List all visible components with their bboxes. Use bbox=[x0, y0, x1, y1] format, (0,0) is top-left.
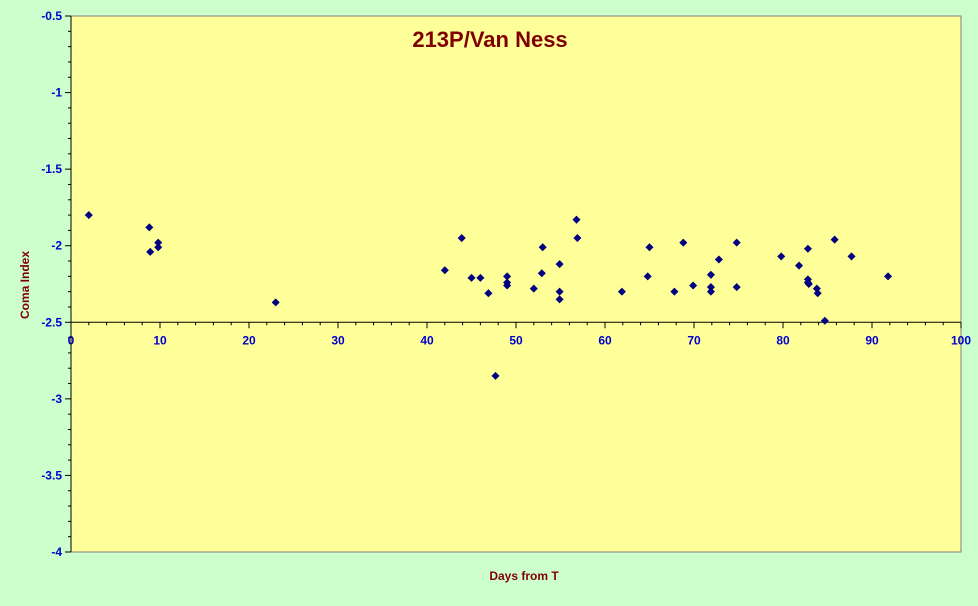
data-point bbox=[154, 243, 163, 252]
data-point bbox=[732, 283, 741, 292]
data-point bbox=[804, 279, 813, 289]
data-point bbox=[714, 255, 723, 264]
data-point bbox=[555, 260, 564, 269]
data-point bbox=[732, 238, 741, 247]
data-point bbox=[572, 215, 581, 224]
data-point bbox=[476, 273, 485, 282]
data-point bbox=[146, 247, 155, 256]
x-tick-label: 40 bbox=[420, 333, 434, 347]
chart-title: 213P/Van Ness bbox=[412, 27, 567, 52]
y-axis-ticks: -0.5 -1 -1.5 -2 -2.5 -3 -3.5 -4 bbox=[41, 9, 71, 559]
data-point bbox=[645, 243, 654, 252]
x-tick-label: 70 bbox=[687, 333, 701, 347]
data-point bbox=[555, 287, 564, 296]
x-tick-label: 20 bbox=[242, 333, 256, 347]
data-point bbox=[847, 252, 856, 261]
x-tick-label: 100 bbox=[951, 333, 971, 347]
data-point bbox=[883, 272, 893, 281]
plot-area bbox=[70, 15, 962, 553]
y-tick-label: -2.5 bbox=[41, 315, 62, 329]
data-point bbox=[679, 238, 688, 247]
data-point bbox=[271, 298, 280, 307]
data-point bbox=[467, 273, 476, 282]
data-point bbox=[145, 223, 154, 232]
data-point bbox=[689, 281, 698, 290]
x-axis-ticks: 0102030405060708090100 bbox=[68, 322, 971, 347]
y-tick-label: -3.5 bbox=[41, 468, 62, 482]
x-tick-label: 80 bbox=[776, 333, 790, 347]
data-point bbox=[555, 295, 564, 304]
y-tick-label: -0.5 bbox=[41, 9, 62, 23]
y-tick-label: -1.5 bbox=[41, 162, 62, 176]
data-point bbox=[643, 272, 652, 281]
data-point bbox=[573, 234, 582, 243]
data-point bbox=[813, 289, 822, 298]
data-point bbox=[537, 269, 546, 278]
y-tick-label: -2 bbox=[51, 239, 62, 253]
data-point bbox=[777, 252, 786, 261]
y-axis-label: Coma Index bbox=[18, 251, 32, 319]
y-tick-label: -3 bbox=[51, 392, 62, 406]
x-axis-label: Days from T bbox=[489, 569, 559, 583]
data-point bbox=[617, 287, 626, 296]
data-point bbox=[794, 261, 804, 270]
data-point bbox=[529, 284, 538, 293]
data-point bbox=[803, 244, 812, 253]
data-point bbox=[491, 371, 500, 380]
data-point bbox=[484, 289, 493, 298]
x-tick-label: 30 bbox=[331, 333, 345, 347]
y-tick-label: -1 bbox=[51, 86, 62, 100]
data-points bbox=[84, 211, 893, 380]
data-point bbox=[457, 234, 466, 243]
data-point bbox=[440, 266, 449, 275]
data-point bbox=[538, 243, 547, 252]
y-tick-label: -4 bbox=[51, 545, 62, 559]
data-point bbox=[820, 316, 829, 325]
x-tick-label: 60 bbox=[598, 333, 612, 347]
data-point bbox=[830, 235, 839, 244]
x-tick-label: 50 bbox=[509, 333, 523, 347]
data-point bbox=[670, 287, 679, 296]
data-point bbox=[706, 287, 715, 296]
data-point bbox=[503, 281, 512, 290]
data-point bbox=[84, 211, 93, 220]
data-point bbox=[706, 270, 715, 279]
x-tick-label: 90 bbox=[865, 333, 879, 347]
x-tick-label: 10 bbox=[153, 333, 167, 347]
